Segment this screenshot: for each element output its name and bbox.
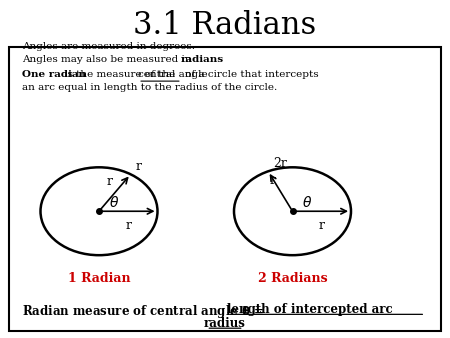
Text: Angles may also be measured in: Angles may also be measured in bbox=[22, 55, 195, 64]
Text: length of intercepted arc: length of intercepted arc bbox=[227, 303, 393, 315]
Text: r: r bbox=[107, 175, 113, 188]
Text: is the measure of the: is the measure of the bbox=[61, 70, 178, 79]
Text: $\theta$: $\theta$ bbox=[109, 195, 119, 210]
Text: 2 Radians: 2 Radians bbox=[258, 272, 327, 285]
Text: r: r bbox=[125, 219, 131, 232]
Text: 3.1 Radians: 3.1 Radians bbox=[133, 10, 317, 41]
Text: an arc equal in length to the radius of the circle.: an arc equal in length to the radius of … bbox=[22, 83, 278, 92]
Text: radius: radius bbox=[204, 317, 246, 330]
Text: radians: radians bbox=[181, 55, 224, 64]
Text: central angle: central angle bbox=[138, 70, 208, 79]
Text: One radian: One radian bbox=[22, 70, 86, 79]
FancyBboxPatch shape bbox=[9, 47, 441, 331]
Text: of a circle that intercepts: of a circle that intercepts bbox=[182, 70, 319, 79]
Text: r: r bbox=[136, 160, 142, 173]
Text: r: r bbox=[319, 219, 325, 232]
Text: 2r: 2r bbox=[274, 157, 288, 170]
Text: r: r bbox=[270, 174, 275, 187]
Text: 1 Radian: 1 Radian bbox=[68, 272, 130, 285]
Text: $\theta$: $\theta$ bbox=[302, 195, 313, 210]
Text: Angles are measured in degrees.: Angles are measured in degrees. bbox=[22, 42, 195, 51]
Text: Radian measure of central angle $\bf{\theta}$ =: Radian measure of central angle $\bf{\th… bbox=[22, 303, 266, 319]
